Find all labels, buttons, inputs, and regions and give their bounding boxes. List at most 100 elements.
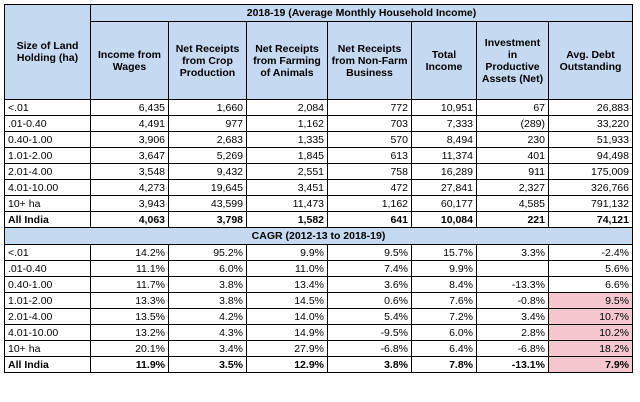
table-cell: -13.3% (476, 276, 549, 293)
table-row: 1.01-2.00 13.3% 3.8% 14.5% 0.6% 7.6% -0.8% 9.5% (4, 292, 633, 309)
table-cell: 4,491 (90, 115, 169, 132)
table-cell: 19,645 (168, 179, 247, 196)
section-title-income: 2018-19 (Average Monthly Household Incom… (90, 4, 633, 22)
table-cell: 758 (327, 163, 412, 180)
table-cell: 3,943 (90, 195, 169, 212)
table-row: 0.40-1.00 3,906 2,683 1,335 570 8,494 230 51,93… (4, 131, 633, 148)
col-header-total-income: Total Income (411, 21, 477, 100)
table-cell: 27.9% (246, 340, 328, 357)
table-cell: 74,121 (548, 211, 633, 228)
table-cell: 4.3% (168, 324, 247, 341)
table-cell: 4,273 (90, 179, 169, 196)
table-cell: 14.0% (246, 308, 328, 325)
col-header-debt: Avg. Debt Outstanding (548, 21, 633, 100)
table-cell: 3.8% (168, 276, 247, 293)
table-cell: 33,220 (548, 115, 633, 132)
table-cell: 4.2% (168, 308, 247, 325)
table-cell: 472 (327, 179, 412, 196)
table-cell: 2.8% (476, 324, 549, 341)
row-label: 10+ ha (4, 340, 91, 357)
table-cell: 4,585 (476, 195, 549, 212)
row-label: 10+ ha (4, 195, 91, 212)
table-row: 10+ ha 20.1% 3.4% 27.9% -6.8% 6.4% -6.8% 18.2% (4, 340, 633, 357)
table-cell: 20.1% (90, 340, 169, 357)
col-header-investment: Investment in Productive Assets (Net) (476, 21, 549, 100)
table-cell: 13.2% (90, 324, 169, 341)
table-cell: 67 (476, 99, 549, 116)
row-label: 4.01-10.00 (4, 324, 91, 341)
table-cell: -0.8% (476, 292, 549, 309)
table-cell: 3.6% (327, 276, 412, 293)
table-cell: 1,845 (246, 147, 328, 164)
table-cell: 27,841 (411, 179, 477, 196)
table-cell: 14.2% (90, 244, 169, 261)
table-cell: 977 (168, 115, 247, 132)
row-header-land-holding: Size of Land Holding (ha) (4, 4, 91, 100)
table-cell: 7.6% (411, 292, 477, 309)
table-cell: 326,766 (548, 179, 633, 196)
row-label: 4.01-10.00 (4, 179, 91, 196)
table-row: <.01 6,435 1,660 2,084 772 10,951 67 26,883 (4, 99, 633, 116)
row-label: 2.01-4.00 (4, 308, 91, 325)
col-header-wages: Income from Wages (90, 21, 169, 100)
table-cell: 3,451 (246, 179, 328, 196)
table-cell: 1,335 (246, 131, 328, 148)
table-cell: 95.2% (168, 244, 247, 261)
row-label: 1.01-2.00 (4, 292, 91, 309)
table-row: .01-0.40 4,491 977 1,162 703 7,333 (289) 33,220 (4, 115, 633, 132)
table-cell: 3,548 (90, 163, 169, 180)
table-cell: 791,132 (548, 195, 633, 212)
table-cell: 9.5% (327, 244, 412, 261)
table-cell (476, 260, 549, 277)
table-cell: 175,009 (548, 163, 633, 180)
table-cell: 5.4% (327, 308, 412, 325)
table-cell: 51,933 (548, 131, 633, 148)
table-cell: 6.6% (548, 276, 633, 293)
table-row: 4.01-10.00 4,273 19,645 3,451 472 27,841 2,327… (4, 179, 633, 196)
table-cell: 613 (327, 147, 412, 164)
table-cell: 12.9% (246, 356, 328, 373)
table-cell: 9.5% (548, 292, 633, 309)
table-cell: 1,660 (168, 99, 247, 116)
table-row: .01-0.40 11.1% 6.0% 11.0% 7.4% 9.9% 5.6% (4, 260, 633, 277)
table-cell: 911 (476, 163, 549, 180)
table-cell: 3.8% (168, 292, 247, 309)
table-cell: 3.4% (168, 340, 247, 357)
table-cell: 11,473 (246, 195, 328, 212)
table-cell: 11,374 (411, 147, 477, 164)
table-row: All India 11.9% 3.5% 12.9% 3.8% 7.8% -13.1% 7.9… (4, 356, 633, 373)
col-header-crop: Net Receipts from Crop Production (168, 21, 247, 100)
table-cell: 11.7% (90, 276, 169, 293)
table-cell: 16,289 (411, 163, 477, 180)
row-label: 0.40-1.00 (4, 131, 91, 148)
table-cell: 43,599 (168, 195, 247, 212)
table-cell: 14.9% (246, 324, 328, 341)
table-cell: 9,432 (168, 163, 247, 180)
row-label: All India (4, 356, 91, 373)
table-cell: 4,063 (90, 211, 169, 228)
table-cell: 3,798 (168, 211, 247, 228)
table-cell: 6.0% (168, 260, 247, 277)
table-cell: 14.5% (246, 292, 328, 309)
table-cell: 9.9% (246, 244, 328, 261)
table-cell: 2,683 (168, 131, 247, 148)
table-cell: 15.7% (411, 244, 477, 261)
table-cell: 7.2% (411, 308, 477, 325)
row-label: <.01 (4, 244, 91, 261)
table-cell: 2,084 (246, 99, 328, 116)
table-cell: 3.5% (168, 356, 247, 373)
table-cell: 221 (476, 211, 549, 228)
table-cell: 0.6% (327, 292, 412, 309)
table-cell: 10.2% (548, 324, 633, 341)
table-row: 2.01-4.00 3,548 9,432 2,551 758 16,289 911 175,… (4, 163, 633, 180)
table-cell: 13.4% (246, 276, 328, 293)
table-cell: 3.4% (476, 308, 549, 325)
table-cell: 8.4% (411, 276, 477, 293)
row-label: 1.01-2.00 (4, 147, 91, 164)
cagr-table-body: <.01 14.2% 95.2% 9.9% 9.5% 15.7% 3.3% -2.4% .01-… (4, 244, 633, 373)
table-cell: 703 (327, 115, 412, 132)
table-cell: 401 (476, 147, 549, 164)
table-cell: 10,084 (411, 211, 477, 228)
table-cell: 26,883 (548, 99, 633, 116)
table-cell: 1,162 (327, 195, 412, 212)
